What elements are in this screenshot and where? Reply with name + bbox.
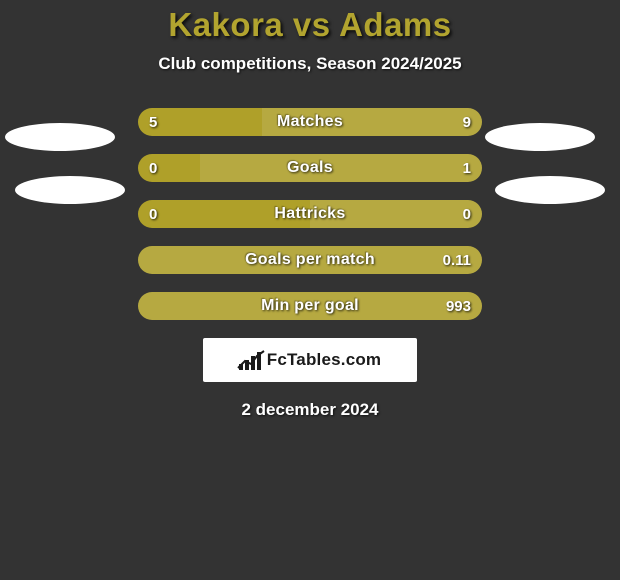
stat-row: Min per goal993 xyxy=(138,292,482,320)
comparison-infographic: Kakora vs Adams Club competitions, Seaso… xyxy=(0,0,620,580)
subtitle: Club competitions, Season 2024/2025 xyxy=(0,54,620,74)
source-badge-text: FcTables.com xyxy=(267,350,382,370)
stat-right-value: 1 xyxy=(463,154,471,182)
stat-bars: Matches59Goals01Hattricks00Goals per mat… xyxy=(138,108,482,320)
stat-label: Goals per match xyxy=(138,246,482,274)
stat-left-value: 0 xyxy=(149,200,157,228)
source-badge: FcTables.com xyxy=(203,338,417,382)
decorative-ellipse xyxy=(485,123,595,151)
stat-label: Min per goal xyxy=(138,292,482,320)
stat-row: Goals per match0.11 xyxy=(138,246,482,274)
stat-left-value: 0 xyxy=(149,154,157,182)
stat-label: Hattricks xyxy=(138,200,482,228)
page-title: Kakora vs Adams xyxy=(0,0,620,44)
stat-left-value: 5 xyxy=(149,108,157,136)
stat-label: Goals xyxy=(138,154,482,182)
bar-chart-icon xyxy=(239,350,261,370)
stat-right-value: 993 xyxy=(446,292,471,320)
stat-right-value: 9 xyxy=(463,108,471,136)
date-label: 2 december 2024 xyxy=(0,400,620,420)
stat-row: Matches5 9 xyxy=(138,108,482,136)
stat-right-value: 0.11 xyxy=(443,246,471,274)
decorative-ellipse xyxy=(5,123,115,151)
stat-row: Goals0 1 xyxy=(138,154,482,182)
stat-right-value: 0 xyxy=(463,200,471,228)
decorative-ellipse xyxy=(495,176,605,204)
stat-row: Hattricks0 0 xyxy=(138,200,482,228)
decorative-ellipse xyxy=(15,176,125,204)
stat-label: Matches xyxy=(138,108,482,136)
